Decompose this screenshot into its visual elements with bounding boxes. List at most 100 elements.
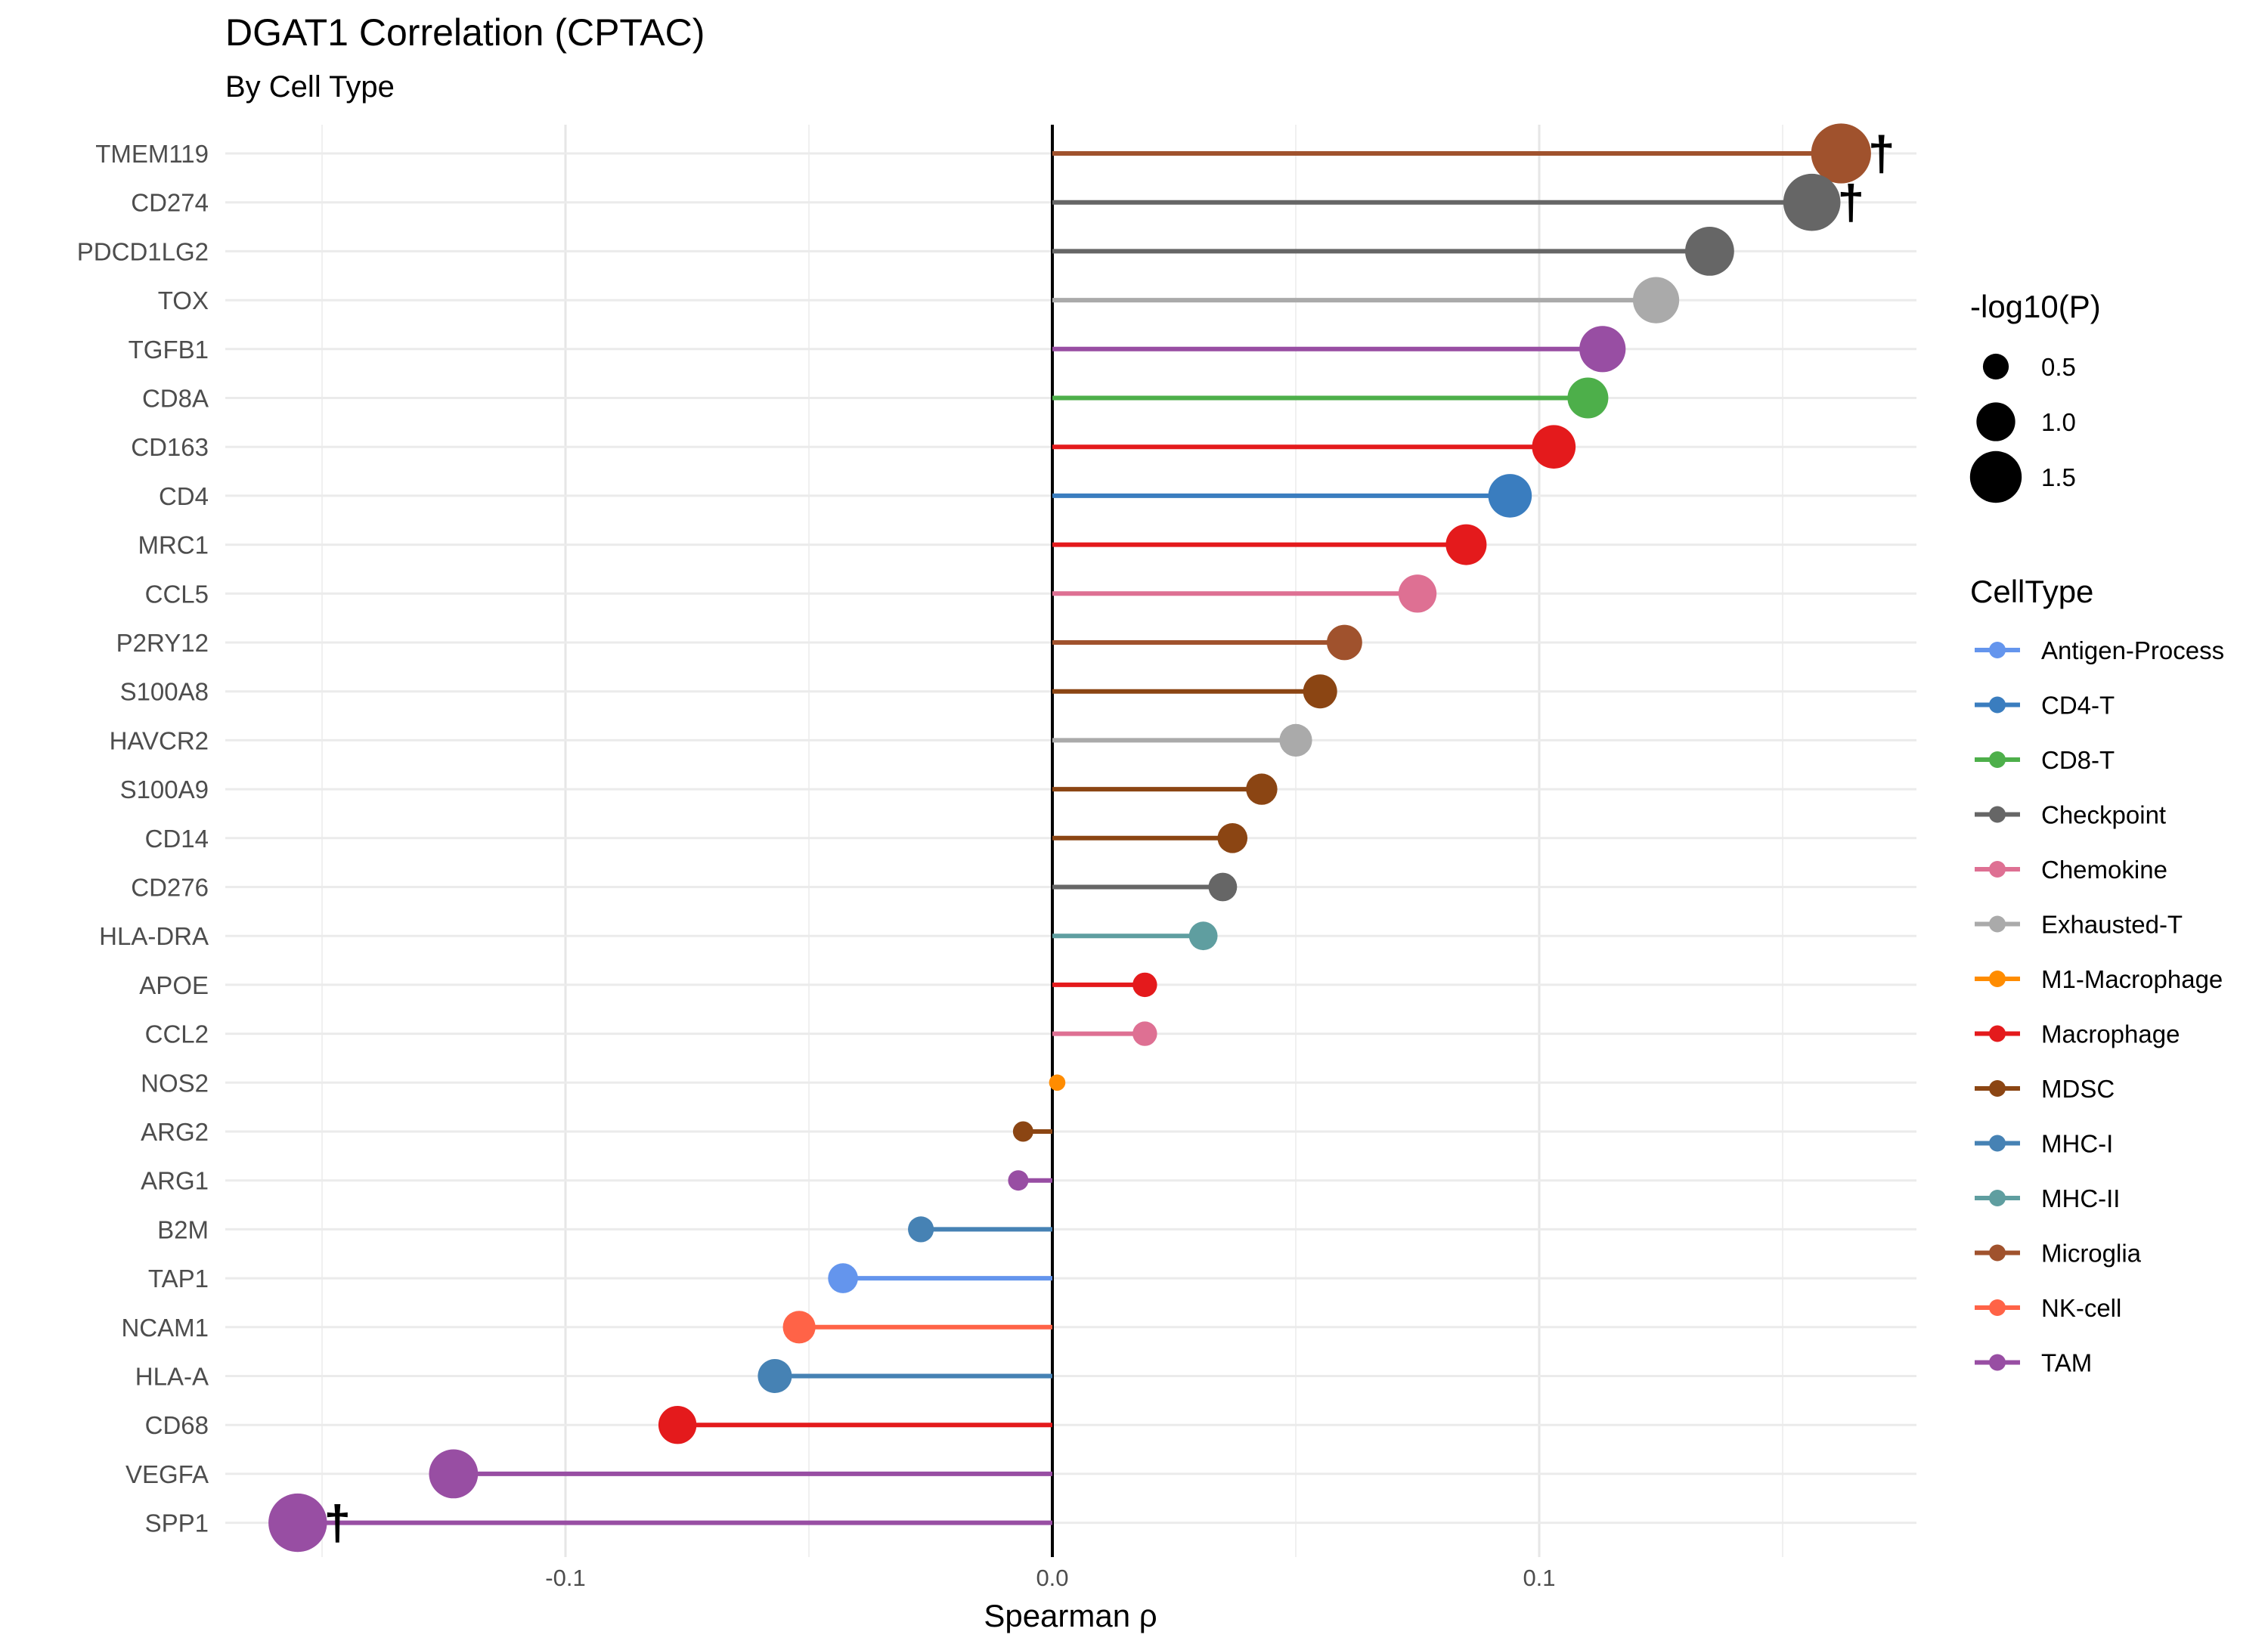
color-legend-label: Checkpoint — [2041, 801, 2166, 829]
color-legend-label: Chemokine — [2041, 856, 2167, 884]
lollipop-point — [1327, 624, 1362, 661]
grid — [225, 125, 1916, 1557]
lollipop-point — [1445, 524, 1487, 565]
y-tick-label: VEGFA — [125, 1460, 209, 1488]
lollipop-point — [1398, 574, 1437, 613]
y-tick-label: APOE — [139, 971, 209, 999]
lollipop-point — [1532, 425, 1576, 469]
color-legend-label: CD8-T — [2041, 746, 2115, 774]
x-tick-label: -0.1 — [545, 1565, 585, 1591]
lollipop-point — [429, 1449, 479, 1499]
size-legend-key — [1969, 450, 2022, 503]
lollipop-point — [1579, 326, 1626, 373]
color-legend-label: Antigen-Process — [2041, 636, 2224, 664]
lollipop-point — [782, 1311, 816, 1344]
lollipop-point — [908, 1216, 934, 1243]
color-legend-dot — [1989, 971, 2006, 987]
size-legend: -log10(P) 0.5 1.0 1.5 — [1969, 289, 2101, 503]
y-tick-label: NCAM1 — [121, 1314, 209, 1342]
color-legend-dot — [1989, 915, 2006, 933]
significance-marker: † — [324, 1496, 352, 1550]
lollipop-point — [268, 1493, 327, 1553]
color-legend-dot — [1989, 751, 2006, 768]
y-tick-label: TGFB1 — [129, 336, 209, 364]
y-tick-label: NOS2 — [141, 1069, 209, 1097]
y-tick-label: S100A9 — [120, 776, 209, 803]
color-legend-label: Exhausted-T — [2041, 911, 2183, 939]
color-legend-label: Microglia — [2041, 1240, 2142, 1268]
color-legend-dot — [1989, 1299, 2006, 1316]
y-tick-label: P2RY12 — [116, 629, 209, 657]
color-legend-dot — [1989, 1190, 2006, 1206]
lollipop-point — [1567, 377, 1609, 419]
lollipop-point — [1132, 1021, 1157, 1046]
size-legend-label: 1.0 — [2041, 408, 2076, 436]
lollipop-point — [1783, 173, 1841, 231]
chart-subtitle: By Cell Type — [225, 70, 395, 104]
x-axis-label: Spearman ρ — [984, 1598, 1157, 1633]
y-tick-label: ARG1 — [141, 1167, 209, 1195]
lollipop-point — [1685, 227, 1734, 276]
size-legend-title: -log10(P) — [1970, 289, 2101, 324]
lollipop-point — [658, 1406, 697, 1444]
chart-title: DGAT1 Correlation (CPTAC) — [225, 11, 705, 54]
lollipop-point — [1811, 123, 1871, 184]
color-legend-label: TAM — [2041, 1349, 2092, 1377]
y-axis-tick-labels: TMEM119 CD274 PDCD1LG2 TOX TGFB1 CD8A CD163 CD4… — [77, 140, 209, 1537]
size-legend-key — [1982, 353, 2009, 380]
y-tick-label: CD14 — [145, 825, 209, 853]
y-tick-label: TAP1 — [148, 1265, 209, 1293]
x-tick-label: 0.0 — [1036, 1565, 1068, 1591]
color-legend-dot — [1989, 1080, 2006, 1097]
lollipop-point — [1188, 921, 1218, 951]
x-axis-tick-labels: -0.1 0.0 0.1 — [545, 1565, 1555, 1591]
y-tick-label: CD276 — [131, 874, 209, 902]
y-tick-label: S100A8 — [120, 678, 209, 706]
y-tick-label: CCL5 — [145, 580, 209, 608]
y-tick-label: CD163 — [131, 433, 209, 461]
color-legend-dot — [1989, 1244, 2006, 1262]
y-tick-label: HLA-A — [135, 1363, 209, 1391]
y-tick-label: TMEM119 — [95, 140, 209, 168]
lollipop-points: ††† — [268, 123, 1895, 1553]
y-tick-label: PDCD1LG2 — [77, 237, 209, 265]
lollipop-point — [828, 1263, 858, 1293]
color-legend: CellType Antigen-Process CD4-T CD8-T Checkp… — [1970, 574, 2224, 1377]
color-legend-label: MDSC — [2041, 1075, 2115, 1103]
y-tick-label: B2M — [157, 1215, 209, 1243]
size-legend-key — [1976, 402, 2015, 441]
color-legend-label: NK-cell — [2041, 1294, 2121, 1322]
x-tick-label: 0.1 — [1523, 1565, 1555, 1591]
y-tick-label: CD8A — [142, 385, 209, 413]
y-tick-label: CD274 — [131, 189, 209, 217]
color-legend-dot — [1989, 1135, 2006, 1152]
y-tick-label: CD4 — [159, 482, 209, 510]
y-tick-label: HLA-DRA — [99, 922, 209, 950]
lollipop-point — [1049, 1074, 1066, 1091]
y-tick-label: TOX — [158, 286, 209, 314]
lollipop-point — [1217, 823, 1248, 853]
significance-marker: † — [1837, 175, 1864, 230]
y-tick-label: CCL2 — [145, 1020, 209, 1048]
color-legend-dot — [1989, 1354, 2006, 1371]
y-tick-label: MRC1 — [138, 531, 209, 559]
color-legend-label: MHC-I — [2041, 1130, 2113, 1158]
color-legend-dot — [1989, 806, 2006, 823]
y-tick-label: HAVCR2 — [110, 726, 209, 754]
size-legend-label: 0.5 — [2041, 353, 2076, 381]
y-tick-label: SPP1 — [145, 1509, 209, 1537]
significance-marker: † — [1868, 126, 1895, 181]
lollipop-point — [1488, 474, 1532, 518]
lollipop-point — [1008, 1170, 1029, 1191]
lollipop-stems — [297, 151, 1842, 1525]
lollipop-point — [1303, 674, 1337, 709]
color-legend-label: M1-Macrophage — [2041, 965, 2223, 993]
lollipop-point — [1208, 872, 1238, 902]
lollipop-point — [1279, 723, 1312, 757]
color-legend-dot — [1989, 861, 2006, 878]
y-tick-label: CD68 — [145, 1411, 209, 1439]
color-legend-dot — [1989, 1025, 2006, 1042]
color-legend-label: CD4-T — [2041, 692, 2115, 720]
size-legend-label: 1.5 — [2041, 463, 2076, 491]
